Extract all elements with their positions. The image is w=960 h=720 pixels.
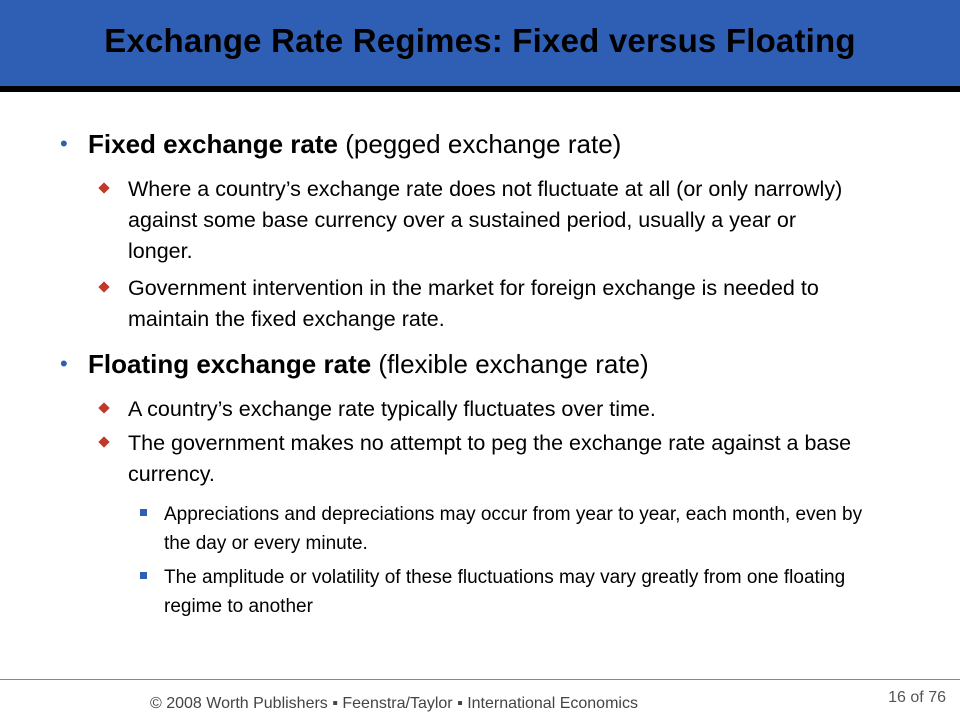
slide-title: Exchange Rate Regimes: Fixed versus Floa… <box>104 22 856 59</box>
sub-bullet-text: Where a country’s exchange rate does not… <box>128 177 843 263</box>
page-of: of <box>910 689 924 706</box>
title-bar: Exchange Rate Regimes: Fixed versus Floa… <box>0 0 960 92</box>
diamond-bullet-icon <box>98 436 110 448</box>
diamond-bullet-icon <box>98 281 110 293</box>
bullet-floating-rest: (flexible exchange rate) <box>371 349 649 379</box>
round-bullet-icon: • <box>60 351 68 376</box>
sub-sub-bullet-text: Appreciations and depreciations may occu… <box>164 504 863 554</box>
square-bullet-icon <box>140 509 147 516</box>
sub-bullet-text: The government makes no attempt to peg t… <box>128 431 852 486</box>
sub-sub-bullet-text: The amplitude or volatility of these flu… <box>164 567 846 617</box>
sub-bullet-text: Government intervention in the market fo… <box>128 276 819 331</box>
page-current: 16 <box>888 689 906 706</box>
page-number: 16 of 76 <box>888 689 946 707</box>
page-total: 76 <box>928 689 946 706</box>
round-bullet-icon: • <box>60 131 68 156</box>
footer-divider <box>0 679 960 680</box>
square-bullet-icon <box>140 572 147 579</box>
bullet-fixed-bold: Fixed exchange rate <box>88 129 338 159</box>
diamond-bullet-icon <box>98 182 110 194</box>
bullet-floating-bold: Floating exchange rate <box>88 349 372 379</box>
sub-bullet-text: A country’s exchange rate typically fluc… <box>128 397 656 421</box>
bullet-fixed-rest: (pegged exchange rate) <box>338 129 622 159</box>
diamond-bullet-icon <box>98 402 110 414</box>
footer-copyright: © 2008 Worth Publishers ▪ Feenstra/Taylo… <box>150 695 638 712</box>
